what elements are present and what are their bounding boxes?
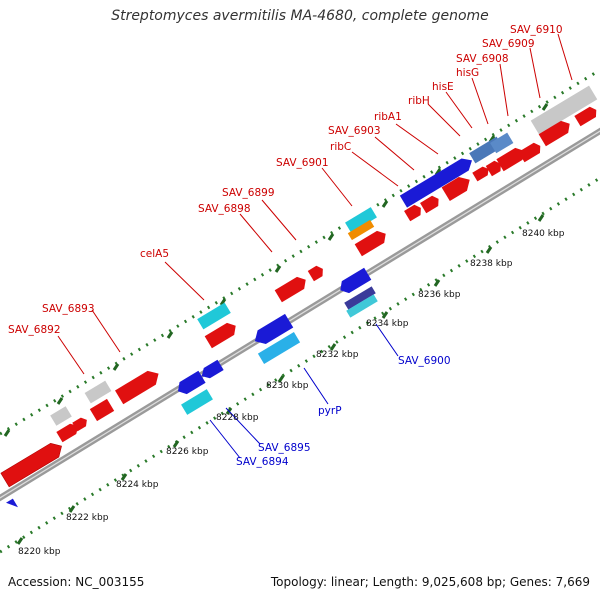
- gene-arrow: [538, 120, 570, 147]
- label-leaders-bottom: [209, 323, 399, 459]
- genes-reverse: [5, 267, 378, 508]
- gene-arrow: [204, 322, 236, 349]
- scale-label: 8226 kbp: [166, 447, 209, 457]
- tick-mark: [56, 397, 64, 405]
- gene-arrow: [56, 423, 79, 443]
- gene-arrow: [307, 265, 323, 282]
- scale-label: 8230 kbp: [266, 381, 309, 391]
- gene-box: [347, 219, 375, 241]
- gene-arrow: [518, 142, 541, 163]
- gene-arrow: [0, 442, 62, 488]
- gene-label: SAV_6892: [8, 324, 61, 336]
- scale-label: 8222 kbp: [66, 513, 109, 523]
- gene-box: [197, 302, 231, 330]
- tick-mark: [433, 279, 441, 287]
- genes-forward: [0, 85, 598, 488]
- tick-mark: [68, 505, 76, 513]
- genome-stats-text: Topology: linear; Length: 9,025,608 bp; …: [270, 575, 590, 589]
- gene-arrow: [72, 417, 87, 432]
- label-leaders-top: [57, 33, 573, 375]
- gene-label: SAV_6903: [328, 125, 381, 137]
- scale-label: 8228 kbp: [216, 413, 259, 423]
- gene-box: [530, 85, 598, 135]
- tick-mark: [219, 298, 227, 306]
- gene-label: SAV_6900: [398, 355, 451, 367]
- tick-mark: [277, 375, 285, 383]
- tick-mark: [274, 265, 282, 273]
- gene-arrow: [274, 276, 306, 303]
- gene-label: hisE: [432, 81, 454, 93]
- gene-label: SAV_6894: [236, 456, 289, 468]
- gene-box: [344, 286, 376, 310]
- gene-box: [257, 332, 301, 364]
- tick-mark: [381, 200, 389, 208]
- scale-label: 8232 kbp: [316, 350, 359, 360]
- gene-label: SAV_6910: [510, 24, 563, 36]
- tick-mark: [166, 331, 174, 339]
- gene-arrow: [115, 370, 159, 405]
- scale-label: 8236 kbp: [418, 290, 461, 300]
- gene-labels-bottom: SAV_6894 SAV_6895 pyrP SAV_6900: [236, 355, 451, 468]
- scale-label: 8238 kbp: [470, 259, 513, 269]
- tick-mark: [541, 103, 549, 111]
- gene-arrow: [5, 498, 19, 508]
- top-dotted-track: [0, 68, 600, 436]
- tick-mark: [381, 311, 389, 319]
- bottom-dotted-track: [0, 176, 600, 554]
- scale-label: 8234 kbp: [366, 319, 409, 329]
- gene-box: [345, 207, 377, 233]
- gene-box: [181, 389, 213, 415]
- map-title: Streptomyces avermitilis MA-4680, comple…: [111, 8, 489, 24]
- gene-box: [490, 132, 514, 154]
- tick-mark: [16, 537, 24, 545]
- gene-label: ribA1: [374, 111, 402, 123]
- gene-arrow: [201, 359, 224, 379]
- gene-arrow: [177, 370, 206, 395]
- gene-arrow: [574, 106, 597, 127]
- gene-label: pyrP: [318, 405, 342, 417]
- gene-arrow: [420, 195, 439, 214]
- tick-mark: [112, 363, 120, 371]
- gene-arrow: [472, 166, 489, 182]
- gene-box: [84, 380, 112, 404]
- gene-label: SAV_6893: [42, 303, 95, 315]
- gene-label: SAV_6895: [258, 442, 311, 454]
- tick-mark: [329, 343, 337, 351]
- gene-label: SAV_6901: [276, 157, 329, 169]
- gene-label: hisG: [456, 67, 479, 79]
- gene-arrow: [89, 398, 115, 422]
- scale-label: 8224 kbp: [116, 480, 159, 490]
- gene-arrow: [399, 158, 473, 208]
- tick-mark: [327, 233, 335, 241]
- accession-text: Accession: NC_003155: [8, 575, 145, 589]
- gene-arrow: [340, 267, 372, 294]
- gene-arrow: [496, 147, 525, 172]
- tick-mark: [3, 429, 11, 437]
- gene-arrow: [254, 313, 294, 345]
- scale-label: 8220 kbp: [18, 547, 61, 557]
- gene-label: celA5: [140, 248, 169, 260]
- gene-label: ribH: [408, 95, 430, 107]
- tick-mark: [120, 473, 128, 481]
- gene-box: [50, 406, 72, 426]
- gene-arrow: [354, 230, 386, 257]
- scale-label: 8240 kbp: [522, 229, 565, 239]
- gene-label: SAV_6909: [482, 38, 535, 50]
- gene-label: SAV_6898: [198, 203, 251, 215]
- genome-backbone: [0, 127, 600, 502]
- gene-box: [346, 294, 378, 318]
- gene-label: SAV_6899: [222, 187, 275, 199]
- gene-arrow: [404, 204, 421, 222]
- scale-labels: 8220 kbp 8222 kbp 8224 kbp 8226 kbp 8228…: [18, 229, 565, 557]
- tick-mark: [537, 214, 545, 222]
- tick-mark: [485, 246, 493, 254]
- gene-labels-top: SAV_6892 SAV_6893 celA5 SAV_6898 SAV_689…: [8, 24, 563, 336]
- gene-arrow: [485, 160, 501, 177]
- gene-arrow: [441, 177, 470, 202]
- tick-mark: [172, 440, 180, 448]
- gene-label: SAV_6908: [456, 53, 509, 65]
- gene-label: ribC: [330, 141, 351, 153]
